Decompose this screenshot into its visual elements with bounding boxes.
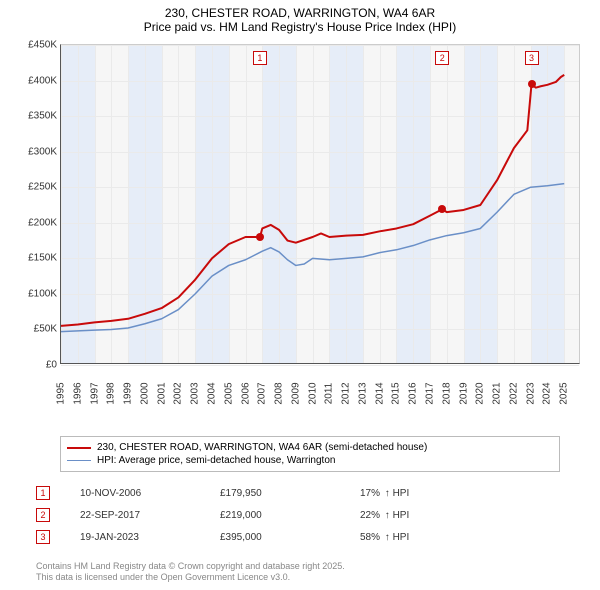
x-axis-label: 2018: [441, 379, 452, 409]
x-axis-label: 2021: [492, 379, 503, 409]
x-axis-label: 2013: [357, 379, 368, 409]
chart-title: 230, CHESTER ROAD, WARRINGTON, WA4 6AR P…: [0, 0, 600, 36]
x-axis-label: 2011: [324, 379, 335, 409]
chart-lines: [61, 45, 581, 365]
x-axis-label: 2009: [290, 379, 301, 409]
x-axis-label: 2008: [274, 379, 285, 409]
marker-row: 1 10-NOV-2006 £179,950 17% HPI: [36, 482, 470, 504]
y-axis-label: £50K: [13, 324, 57, 335]
x-axis-label: 2019: [458, 379, 469, 409]
title-line2: Price paid vs. HM Land Registry's House …: [0, 20, 600, 34]
x-axis-label: 2004: [206, 379, 217, 409]
x-axis-label: 2010: [307, 379, 318, 409]
marker-dot: [256, 233, 264, 241]
y-axis-label: £200K: [13, 217, 57, 228]
x-axis-label: 2025: [559, 379, 570, 409]
x-axis-label: 2002: [173, 379, 184, 409]
plot-area: £0£50K£100K£150K£200K£250K£300K£350K£400…: [60, 44, 580, 364]
y-axis-label: £300K: [13, 146, 57, 157]
marker-num: 3: [36, 530, 50, 544]
marker-num: 1: [36, 486, 50, 500]
legend-swatch-price: [67, 447, 91, 449]
y-axis-label: £350K: [13, 111, 57, 122]
x-axis-label: 2003: [190, 379, 201, 409]
marker-pct: 58% HPI: [360, 532, 470, 543]
x-axis-label: 2012: [341, 379, 352, 409]
x-axis-label: 1999: [123, 379, 134, 409]
legend-label-price: 230, CHESTER ROAD, WARRINGTON, WA4 6AR (…: [97, 442, 427, 453]
arrow-up-icon: [383, 532, 390, 543]
x-axis-label: 2020: [475, 379, 486, 409]
y-axis-label: £250K: [13, 182, 57, 193]
marker-date: 10-NOV-2006: [80, 488, 190, 499]
y-axis-label: £150K: [13, 253, 57, 264]
marker-num: 2: [36, 508, 50, 522]
title-line1: 230, CHESTER ROAD, WARRINGTON, WA4 6AR: [0, 6, 600, 20]
marker-date: 19-JAN-2023: [80, 532, 190, 543]
legend-row: HPI: Average price, semi-detached house,…: [67, 454, 553, 467]
footer: Contains HM Land Registry data © Crown c…: [36, 561, 345, 584]
x-axis-label: 2006: [240, 379, 251, 409]
arrow-up-icon: [383, 488, 390, 499]
x-axis-label: 2023: [525, 379, 536, 409]
x-axis-label: 2007: [257, 379, 268, 409]
legend-row: 230, CHESTER ROAD, WARRINGTON, WA4 6AR (…: [67, 441, 553, 454]
x-axis-label: 1995: [56, 379, 67, 409]
marker-dot: [528, 80, 536, 88]
x-axis-label: 2005: [223, 379, 234, 409]
x-axis-label: 2024: [542, 379, 553, 409]
legend-label-hpi: HPI: Average price, semi-detached house,…: [97, 455, 335, 466]
y-axis-label: £100K: [13, 288, 57, 299]
x-axis-label: 2017: [425, 379, 436, 409]
marker-row: 2 22-SEP-2017 £219,000 22% HPI: [36, 504, 470, 526]
marker-price: £179,950: [220, 488, 330, 499]
x-axis-label: 2022: [508, 379, 519, 409]
marker-date: 22-SEP-2017: [80, 510, 190, 521]
y-axis-label: £400K: [13, 75, 57, 86]
x-axis-label: 2015: [391, 379, 402, 409]
marker-box: 3: [525, 51, 539, 65]
arrow-up-icon: [383, 510, 390, 521]
y-axis-label: £450K: [13, 40, 57, 51]
footer-line1: Contains HM Land Registry data © Crown c…: [36, 561, 345, 573]
x-axis-label: 2016: [408, 379, 419, 409]
series-legend: 230, CHESTER ROAD, WARRINGTON, WA4 6AR (…: [60, 436, 560, 472]
series-hpi: [61, 184, 564, 332]
marker-row: 3 19-JAN-2023 £395,000 58% HPI: [36, 526, 470, 548]
legend-swatch-hpi: [67, 460, 91, 461]
x-axis-label: 1996: [72, 379, 83, 409]
marker-box: 2: [435, 51, 449, 65]
marker-table: 1 10-NOV-2006 £179,950 17% HPI 2 22-SEP-2017 £…: [36, 482, 470, 548]
chart-container: £0 £50K £100K £150K £200K £250K £300K £350K £400…: [12, 40, 588, 400]
series-price_paid: [61, 75, 564, 326]
marker-pct: 17% HPI: [360, 488, 470, 499]
footer-line2: This data is licensed under the Open Gov…: [36, 572, 345, 584]
x-axis-label: 1998: [106, 379, 117, 409]
marker-box: 1: [253, 51, 267, 65]
marker-pct: 22% HPI: [360, 510, 470, 521]
x-axis-label: 2014: [374, 379, 385, 409]
marker-dot: [438, 205, 446, 213]
x-axis-label: 1997: [89, 379, 100, 409]
x-axis-label: 2001: [156, 379, 167, 409]
x-axis-label: 2000: [139, 379, 150, 409]
marker-price: £219,000: [220, 510, 330, 521]
marker-price: £395,000: [220, 532, 330, 543]
y-axis-label: £0: [13, 360, 57, 371]
